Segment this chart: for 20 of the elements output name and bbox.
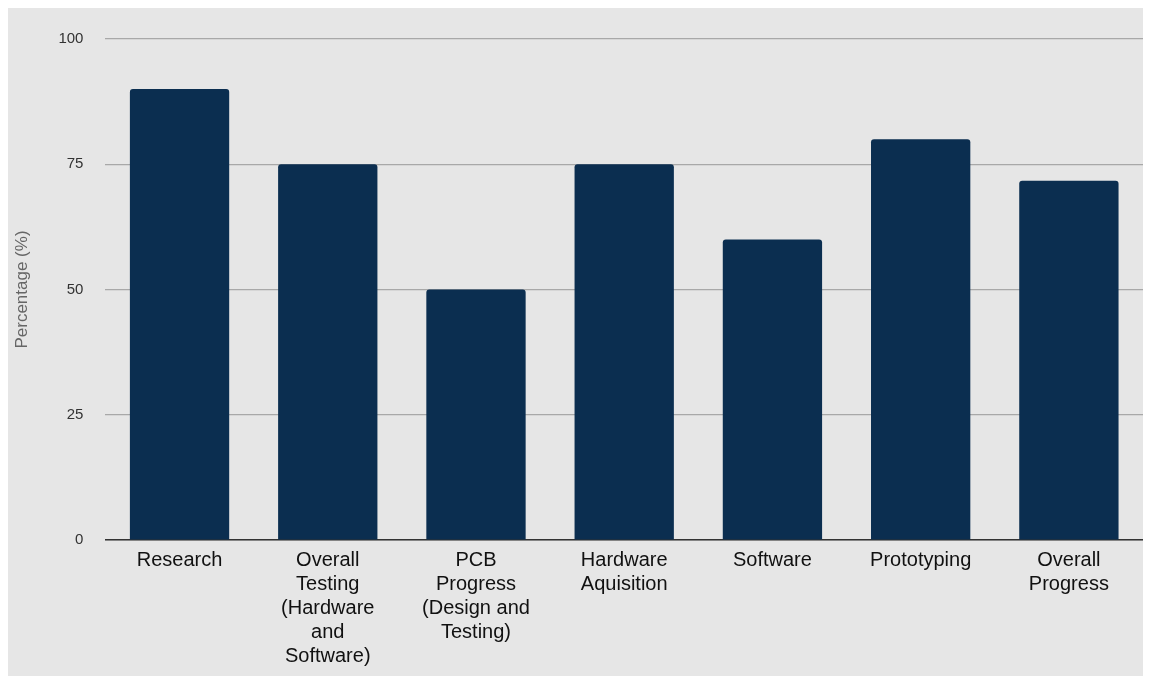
x-tick-label: Hardware Aquisition	[580, 547, 668, 594]
bar	[1019, 180, 1119, 540]
y-tick-label: 50	[66, 279, 84, 297]
y-axis-title: Percentage (%)	[11, 230, 31, 349]
y-tick-label: 25	[66, 404, 84, 422]
x-tick-label: PCB Progress (Design and Testing)	[422, 547, 530, 642]
bar	[871, 139, 971, 540]
x-tick-label: Prototyping	[870, 547, 972, 570]
y-tick-label: 0	[75, 530, 84, 548]
x-tick-label: Overall Progress	[1028, 547, 1109, 594]
bar	[426, 289, 526, 540]
y-tick-label: 100	[58, 29, 84, 47]
y-tick-label: 75	[66, 154, 84, 172]
x-tick-label: Software	[732, 547, 812, 570]
bar	[278, 164, 378, 540]
bar	[129, 89, 230, 540]
x-tick-label: Research	[136, 547, 223, 570]
x-tick-label: Overall Testing (Hardware and Software)	[281, 547, 375, 666]
bar	[574, 164, 674, 540]
bar	[722, 239, 823, 540]
